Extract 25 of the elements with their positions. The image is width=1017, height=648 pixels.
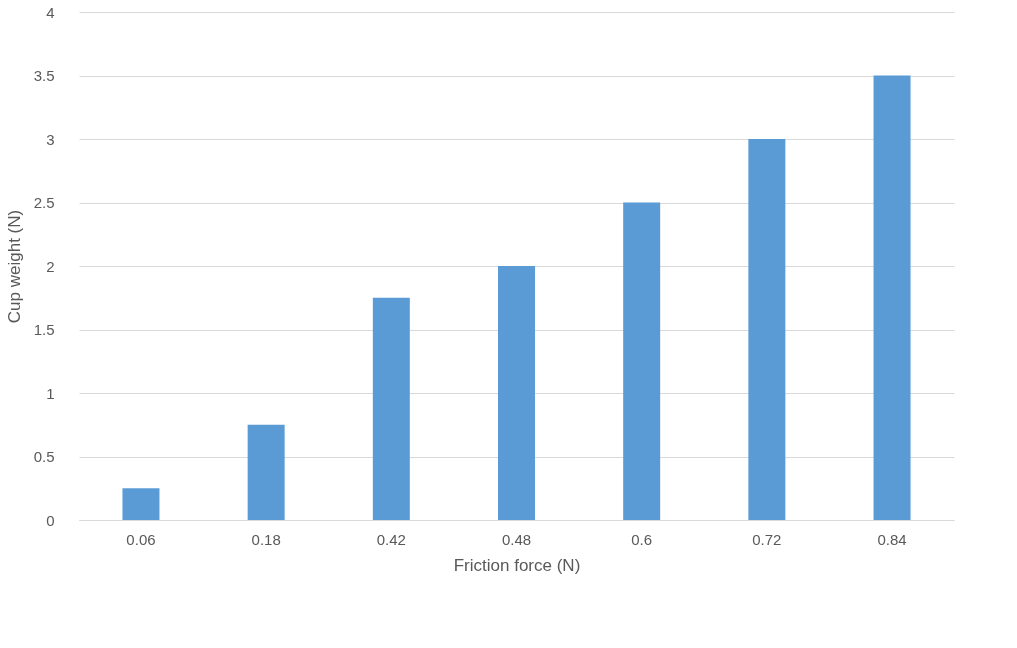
x-tick-label: 0.18: [251, 530, 281, 548]
bar: [498, 266, 535, 520]
bar: [748, 139, 786, 520]
y-tick-label: 4: [46, 3, 55, 21]
x-tick-label: 0.72: [752, 530, 782, 548]
bar: [247, 424, 285, 520]
y-axis-title: Cup weight (N): [4, 209, 24, 324]
y-tick-label: 1: [46, 384, 55, 402]
y-tick-label: 2.5: [33, 194, 55, 211]
x-tick-label: 0.6: [631, 530, 653, 548]
bar: [623, 202, 661, 520]
y-tick-label: 0.5: [33, 448, 55, 465]
x-tick-label: 0.42: [376, 530, 406, 548]
bar: [122, 488, 160, 520]
y-tick-label: 3.5: [33, 67, 55, 84]
x-axis-title: Friction force (N): [453, 555, 581, 575]
x-tick-label: 0.06: [126, 530, 156, 548]
x-tick-label: 0.48: [501, 530, 532, 548]
y-tick-label: 1.5: [33, 321, 55, 338]
y-tick-label: 3: [46, 130, 55, 148]
y-tick-label: 0: [46, 511, 55, 529]
x-tick-label: 0.84: [877, 530, 907, 548]
y-tick-label: 2: [46, 257, 55, 275]
bar: [873, 75, 911, 520]
bar: [372, 297, 410, 520]
